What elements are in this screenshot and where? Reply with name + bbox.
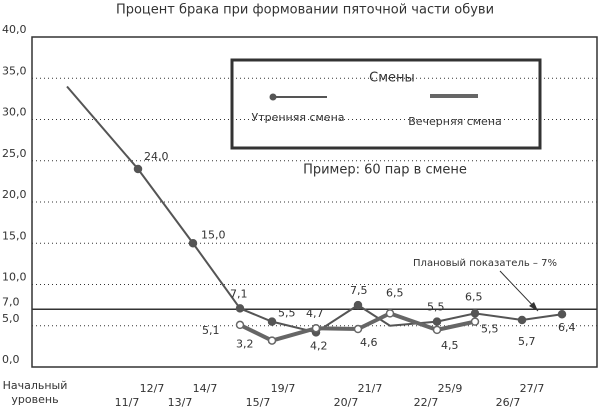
y-tick-label: 35,0 bbox=[2, 64, 27, 77]
data-point bbox=[470, 309, 480, 318]
data-point bbox=[311, 323, 321, 333]
data-point bbox=[133, 164, 143, 174]
x-tick-label: 25/9 bbox=[438, 382, 463, 395]
data-point bbox=[267, 336, 277, 345]
y-tick-label: 40,0 bbox=[2, 23, 27, 36]
x-tick-label: Начальный уровень bbox=[3, 379, 68, 406]
data-point bbox=[188, 239, 198, 248]
data-point bbox=[353, 324, 363, 334]
series-line bbox=[66, 85, 563, 334]
legend-label: Вечерняя смена bbox=[408, 115, 502, 128]
data-point bbox=[235, 320, 245, 330]
data-point bbox=[353, 300, 363, 310]
data-label: 5,1 bbox=[202, 324, 220, 337]
data-point bbox=[235, 304, 245, 313]
x-tick-label: 15/7 bbox=[246, 396, 271, 409]
data-label: 15,0 bbox=[201, 228, 226, 241]
data-label: 6,5 bbox=[386, 286, 404, 299]
x-tick-label: 19/7 bbox=[271, 382, 296, 395]
data-label: 4,5 bbox=[441, 339, 459, 352]
y-tick-label: 30,0 bbox=[2, 106, 27, 119]
x-tick-label: 27/7 bbox=[520, 382, 545, 395]
y-tick-label: 0,0 bbox=[2, 353, 20, 366]
data-label: 5,5 bbox=[427, 301, 445, 314]
x-tick-label: 12/7 bbox=[140, 382, 165, 395]
data-label: 7,5 bbox=[350, 284, 368, 297]
data-point bbox=[385, 309, 395, 318]
y-tick-label: 5,0 bbox=[2, 312, 20, 325]
data-point bbox=[267, 317, 277, 326]
data-label: 4,7 bbox=[306, 307, 324, 320]
y-tick-label: 7,0 bbox=[2, 295, 20, 308]
data-point bbox=[557, 309, 567, 319]
legend-label: Утренняя смена bbox=[251, 111, 344, 124]
x-tick-label: 20/7 bbox=[334, 396, 359, 409]
x-tick-label: 14/7 bbox=[193, 382, 218, 395]
data-label: 7,1 bbox=[230, 287, 248, 300]
data-label: 6,5 bbox=[465, 290, 483, 303]
x-tick-label: 22/7 bbox=[414, 396, 439, 409]
legend-box bbox=[230, 58, 542, 150]
y-tick-label: 25,0 bbox=[2, 147, 27, 160]
target-label: Плановый показатель – 7% bbox=[413, 258, 557, 269]
data-point bbox=[470, 317, 480, 326]
data-label: 4,6 bbox=[360, 336, 378, 349]
data-label: 6,4 bbox=[558, 321, 576, 334]
data-point bbox=[432, 325, 442, 335]
data-point bbox=[517, 315, 527, 325]
annotation: Пример: 60 пар в смене bbox=[303, 163, 467, 178]
y-tick-label: 10,0 bbox=[2, 271, 27, 284]
data-label: 5,7 bbox=[518, 335, 536, 348]
data-label: 24,0 bbox=[144, 150, 169, 163]
data-label: 3,2 bbox=[236, 338, 254, 351]
data-label: 5,5 bbox=[481, 323, 499, 336]
chart-title: Процент брака при формовании пяточной ча… bbox=[116, 3, 494, 18]
data-label: 4,2 bbox=[310, 339, 328, 352]
x-tick-label: 11/7 bbox=[115, 396, 140, 409]
x-tick-label: 21/7 bbox=[358, 382, 383, 395]
x-tick-label: 26/7 bbox=[496, 396, 521, 409]
data-label: 5,5 bbox=[278, 307, 296, 320]
y-tick-label: 15,0 bbox=[2, 229, 27, 242]
y-tick-label: 20,0 bbox=[2, 188, 27, 201]
x-tick-label: 13/7 bbox=[168, 396, 193, 409]
data-point bbox=[432, 317, 442, 326]
